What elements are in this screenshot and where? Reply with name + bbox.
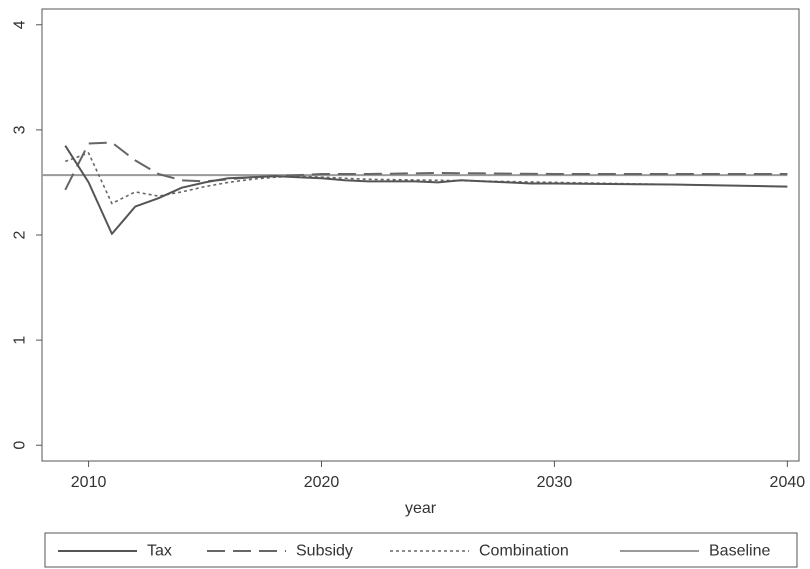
plot-frame — [41, 8, 800, 462]
y-tick-label: 3 — [12, 125, 29, 134]
x-tick-label: 2030 — [537, 474, 573, 491]
y-tick-label: 4 — [12, 20, 29, 29]
x-tick-label: 2040 — [770, 474, 806, 491]
x-tick-label: 2010 — [71, 474, 107, 491]
legend-label-baseline: Baseline — [709, 543, 770, 560]
y-tick-label: 1 — [12, 336, 29, 345]
x-tick-label: 2020 — [304, 474, 340, 491]
series-layer — [42, 141, 788, 235]
y-tick-label: 2 — [12, 230, 29, 239]
plot-frame — [41, 8, 800, 462]
x-axis-title: year — [405, 500, 437, 517]
legend-label-subsidy: Subsidy — [296, 543, 353, 560]
legend-label-tax: Tax — [147, 543, 172, 560]
legend-label-combination: Combination — [479, 543, 569, 560]
legend: Tax Subsidy Combination Baseline — [44, 532, 798, 568]
y-axis: 0 1 2 3 4 — [12, 20, 42, 450]
series-line-tax — [64, 145, 788, 235]
x-axis: 2010 2020 2030 2040 — [71, 461, 805, 491]
y-tick-label: 0 — [12, 441, 29, 450]
